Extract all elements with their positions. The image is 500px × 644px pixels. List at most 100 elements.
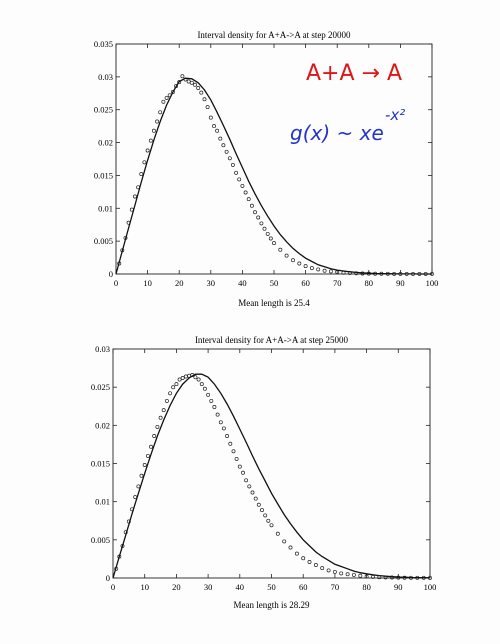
bottom-x-tick-label: 90 [394, 582, 403, 592]
bottom-y-tick-label: 0.015 [91, 459, 110, 469]
bottom-data-point [161, 408, 166, 413]
bottom-y-tick-label: 0.03 [95, 344, 110, 354]
top-data-point [262, 226, 267, 231]
bottom-x-tick-label: 50 [267, 582, 276, 592]
top-x-tick-label: 40 [238, 278, 247, 288]
handwritten-formula: g(x) ~ xe [290, 121, 384, 145]
bottom-data-point [231, 449, 236, 454]
top-data-point [316, 267, 321, 272]
bottom-data-point [275, 531, 280, 536]
bottom-data-point [253, 496, 258, 501]
top-data-point [202, 97, 207, 102]
bottom-x-tick-label: 60 [299, 582, 308, 592]
bottom-x-tick-label: 100 [424, 582, 437, 592]
top-data-point [212, 124, 216, 129]
bottom-data-point [158, 415, 163, 420]
bottom-data-point [307, 560, 312, 564]
bottom-data-point [250, 490, 255, 495]
top-chart-title: Interval density for A+A->A at step 2000… [197, 30, 351, 40]
top-data-point [151, 128, 156, 133]
bottom-data-point [139, 473, 144, 478]
top-data-point [234, 170, 239, 175]
bottom-x-tick-label: 70 [331, 582, 340, 592]
top-data-point [224, 149, 229, 154]
top-x-tick-label: 90 [396, 278, 405, 288]
top-y-tick-label: 0.035 [94, 39, 113, 49]
bottom-data-point [228, 441, 233, 446]
top-x-tick-label: 70 [333, 278, 342, 288]
bottom-x-tick-label: 0 [111, 582, 115, 592]
bottom-data-point [294, 551, 299, 556]
bottom-data-point [209, 398, 214, 403]
bottom-data-point [351, 572, 356, 577]
bottom-data-point [241, 470, 245, 475]
bottom-data-point [320, 566, 325, 571]
bottom-data-point [247, 484, 252, 489]
top-data-point [196, 86, 201, 90]
top-data-point [164, 95, 169, 100]
top-data-point [189, 80, 194, 85]
bottom-data-point [339, 571, 344, 576]
bottom-data-point [164, 398, 169, 403]
top-data-point [278, 247, 283, 252]
top-data-point [208, 115, 213, 120]
top-data-point [193, 82, 197, 87]
handwritten-formula-exponent: -x² [385, 106, 405, 124]
top-x-tick-label: 20 [175, 278, 184, 288]
top-y-tick-label: 0.005 [94, 236, 113, 246]
bottom-data-point [152, 434, 157, 438]
top-x-tick-label: 0 [114, 278, 118, 288]
top-data-point [259, 221, 264, 226]
top-data-point [291, 258, 295, 263]
top-data-point [309, 266, 314, 271]
bottom-data-point [237, 464, 242, 469]
top-chart: Interval density for A+A->A at step 2000… [94, 30, 439, 308]
bottom-data-point [177, 377, 182, 382]
top-data-point [328, 269, 333, 274]
top-fit-curve [115, 77, 432, 275]
top-data-point [249, 203, 254, 208]
bottom-data-point [263, 513, 268, 518]
bottom-data-point [136, 484, 141, 489]
bottom-data-point [193, 375, 198, 380]
top-x-tick-label: 60 [301, 278, 310, 288]
bottom-y-tick-label: 0.005 [91, 535, 110, 545]
top-x-axis-label: Mean length is 25.4 [238, 298, 310, 308]
top-data-point [139, 172, 144, 177]
bottom-data-point [180, 376, 185, 380]
bottom-y-tick-label: 0 [106, 573, 110, 583]
top-data-point [186, 79, 191, 84]
top-data-point [227, 156, 232, 161]
handwritten-reaction-label: A+A → A [306, 61, 402, 86]
bottom-chart: Interval density for A+A->A at step 2500… [91, 335, 437, 610]
bottom-data-point [196, 377, 201, 382]
bottom-data-point [168, 391, 173, 396]
top-data-point [148, 138, 153, 143]
top-data-point [180, 74, 185, 79]
top-data-point [297, 261, 302, 266]
top-data-point [142, 160, 147, 165]
bottom-chart-title: Interval density for A+A->A at step 2500… [195, 335, 349, 345]
bottom-data-point [218, 420, 223, 425]
top-data-point [243, 190, 248, 195]
bottom-x-tick-label: 10 [140, 582, 149, 592]
top-data-point [221, 143, 226, 148]
top-data-point [145, 148, 150, 153]
top-data-point [322, 268, 327, 273]
bottom-data-point [390, 575, 394, 580]
bottom-x-axis-label: Mean length is 28.29 [234, 600, 310, 610]
top-data-point [199, 90, 204, 95]
bottom-x-tick-label: 80 [362, 582, 371, 592]
top-data-point [265, 231, 270, 236]
bottom-data-point [256, 502, 261, 507]
bottom-data-point [234, 456, 239, 461]
top-x-tick-label: 30 [207, 278, 216, 288]
top-data-point [218, 136, 223, 141]
top-y-tick-label: 0.03 [98, 72, 113, 82]
top-data-point [240, 183, 245, 188]
bottom-data-point [202, 386, 207, 391]
top-data-point [268, 236, 273, 241]
top-data-point [215, 128, 220, 133]
top-data-point [256, 215, 261, 220]
top-data-point [272, 241, 276, 246]
